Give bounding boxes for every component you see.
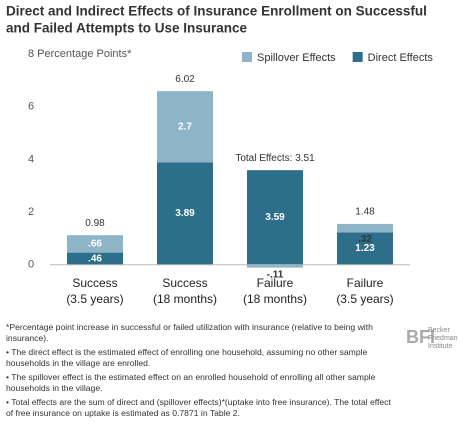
value-label: 3.89 [175,208,195,219]
bar-segment [247,170,303,265]
footnote: • The spillover effect is the estimated … [6,372,376,393]
logo-line: Institute [428,343,453,350]
logo-text: Becker Friedman Institute [428,327,458,351]
legend-label: Direct Effects [368,52,434,64]
chart-title: Direct and Indirect Effects of Insurance… [6,4,427,19]
footnote: • The direct effect is the estimated eff… [6,347,368,368]
logo-line: Friedman [428,335,458,342]
bar-segment [67,235,123,253]
bar-segment [157,162,213,265]
bar-segment [67,252,123,265]
legend-label: Spillover Effects [257,52,336,64]
x-tick-label: (3.5 years) [336,292,393,306]
logo-mark: BFI [406,327,435,347]
y-tick-label: 4 [28,153,34,165]
x-tick-label: Failure [257,276,294,290]
y-tick-label: 2 [28,206,34,218]
y-tick-label: 6 [28,101,34,113]
x-tick-label: Failure [347,276,384,290]
value-label: .66 [88,239,102,250]
value-label: .32 [358,234,372,245]
chart-title: and Failed Attempts to Use Insurance [6,21,248,36]
value-label: 3.59 [265,212,285,223]
total-label: 6.02 [175,74,195,85]
x-tick-label: Success [162,276,207,290]
bar-segment [157,91,213,163]
bar-segment [247,264,303,268]
x-tick-label: (18 months) [153,292,217,306]
bar-segment [337,223,393,233]
x-tick-label: (3.5 years) [66,292,123,306]
value-label: 1.23 [355,243,375,254]
total-label: 0.98 [85,218,105,229]
x-tick-label: Success [72,276,117,290]
chart: Direct and Indirect Effects of Insurance… [6,4,434,307]
value-label: 2.7 [178,121,192,132]
value-label: .46 [88,253,102,264]
bar-segment [337,232,393,265]
footnote: • Total effects are the sum of direct an… [6,397,391,418]
x-tick-label: (18 months) [243,292,307,306]
value-label: -.11 [267,269,284,280]
legend-swatch [352,52,363,62]
total-label: 1.48 [355,207,375,218]
total-label: Total Effects: 3.51 [235,153,315,164]
y-tick-label: 8 Percentage Points* [28,48,132,60]
footnotes: *Percentage point increase in successful… [6,322,396,422]
logo-line: Becker [428,327,450,334]
footnote: *Percentage point increase in successful… [6,322,373,343]
legend-swatch [242,52,252,62]
y-tick-label: 0 [28,259,34,271]
